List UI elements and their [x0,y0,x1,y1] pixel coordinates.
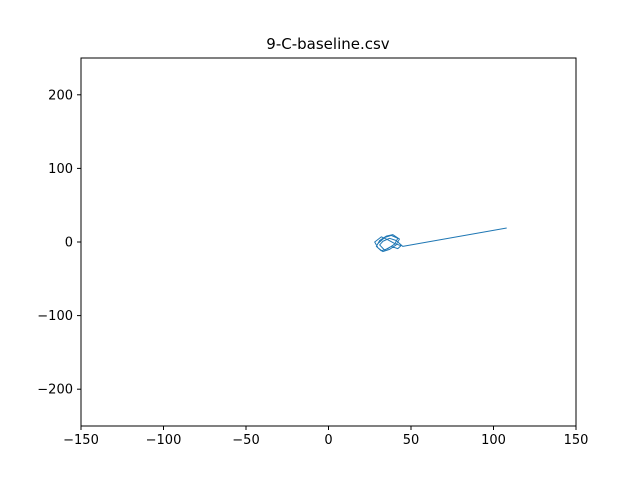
y-tick-label: −100 [37,309,73,324]
y-tick-label: 200 [48,88,73,103]
y-tick-label: 0 [65,236,73,251]
x-tick-label: −150 [63,433,99,448]
y-tick-label: 100 [48,162,73,177]
x-tick-label: −50 [232,433,259,448]
data-layer [374,227,507,253]
x-tick-label: 50 [403,433,420,448]
plot-area-frame [80,57,577,427]
x-axis: −150 −100 −50 0 50 100 150 [63,426,588,448]
chart-title: 9-C-baseline.csv [266,35,389,53]
x-tick-label: 100 [481,433,506,448]
series-line-0 [374,227,507,253]
x-tick-label: 150 [564,433,589,448]
y-axis: −200 −100 0 100 200 [37,88,81,398]
x-tick-label: −100 [146,433,182,448]
x-tick-label: 0 [324,433,332,448]
y-tick-label: −200 [37,383,73,398]
